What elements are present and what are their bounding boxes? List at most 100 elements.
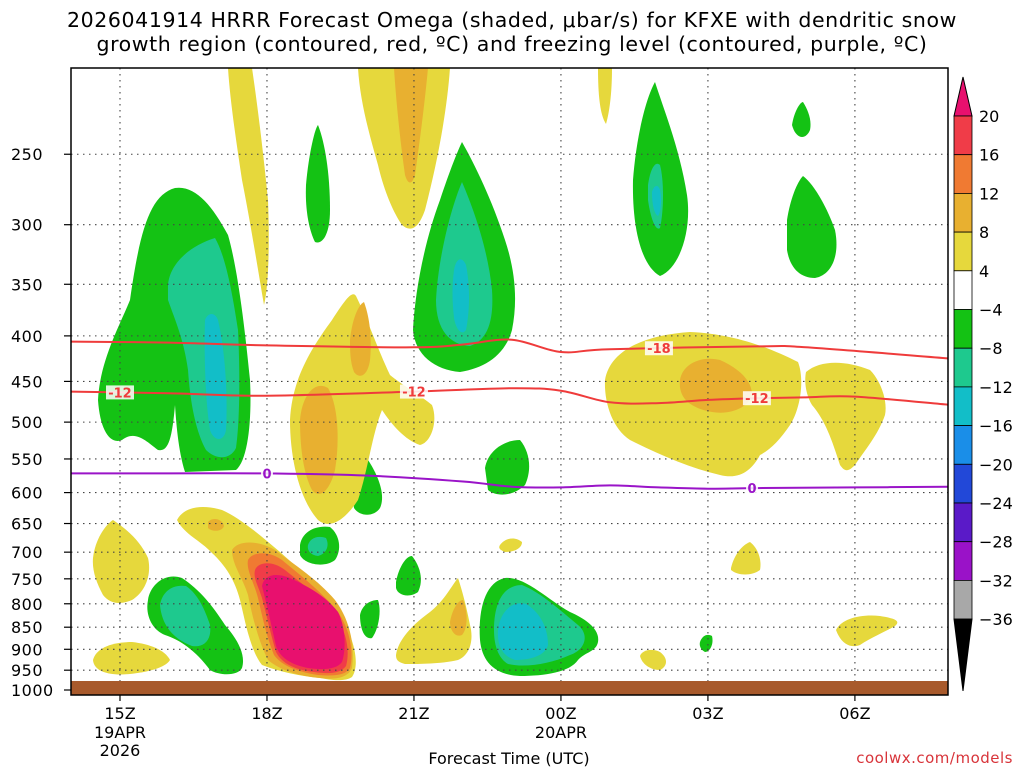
y-tick-label-450: 450 xyxy=(11,372,43,391)
omega-region-yellow-top-right xyxy=(598,68,612,124)
x-tick-sublabel-20APR: 20APR xyxy=(535,723,587,742)
grid-lines xyxy=(71,68,948,695)
omega-region-yellow-760mb xyxy=(731,542,761,575)
colorbar-segment-12 xyxy=(953,580,973,620)
y-axis: 250 300 350 400 450 500 550 600 650 700 750 800 850 9… xyxy=(11,145,71,700)
contour-label-bg-5 xyxy=(746,481,759,496)
colorbar-label-8: −16 xyxy=(979,417,1013,436)
y-tick-label-1000: 1000 xyxy=(11,681,54,700)
colorbar-label-12: −32 xyxy=(979,571,1013,590)
x-tick-sublabel-19APR: 19APR xyxy=(94,723,146,742)
contour-label-freezing-level-5: 0 xyxy=(747,482,756,497)
omega-region-yellow-low-center xyxy=(396,578,472,664)
contour-label-bg-3 xyxy=(644,341,673,356)
colorbar-segment-3 xyxy=(953,231,973,272)
colorbar-label-2: 12 xyxy=(979,184,999,203)
contour-label-freezing-level-4: 0 xyxy=(262,467,271,482)
omega-region-orange-710mb xyxy=(208,518,224,531)
omega-region-magenta-low xyxy=(262,574,345,670)
y-tick-label-750: 750 xyxy=(11,570,43,589)
omega-region-yellow-940mb xyxy=(640,649,666,670)
omega-region-cyan-left xyxy=(204,314,227,439)
colorbar-label-5: −4 xyxy=(979,301,1003,320)
colorbar-segment-2 xyxy=(953,192,973,233)
colorbar-label-4: 4 xyxy=(979,262,989,281)
colorbar-label-7: −12 xyxy=(979,378,1013,397)
x-tick-label-18Z: 18Z xyxy=(251,704,282,723)
colorbar-label-11: −28 xyxy=(979,533,1013,552)
colorbar-label-10: −24 xyxy=(979,494,1013,513)
colorbar-label-1: 16 xyxy=(979,146,999,165)
omega-region-teal-720mb xyxy=(307,536,328,556)
omega-region-green-790mb xyxy=(396,556,421,596)
y-tick-label-850: 850 xyxy=(11,618,43,637)
omega-region-orange-430mb xyxy=(350,302,371,376)
colorbar-segment-4 xyxy=(953,270,973,310)
x-tick-label-15Z: 15Z xyxy=(104,704,135,723)
y-tick-label-550: 550 xyxy=(11,450,43,469)
y-tick-label-500: 500 xyxy=(11,413,43,432)
contour-label-dgz-minus12-2: -12 xyxy=(745,392,769,407)
contour-labels: -12 -12 -12 -18 0 0 xyxy=(105,341,771,497)
contour-dgz-minus18 xyxy=(71,338,948,360)
colorbar-segment-10 xyxy=(953,502,973,543)
colorbar-segment-7 xyxy=(953,386,973,426)
colorbar-segment-6 xyxy=(953,347,973,388)
y-tick-label-400: 400 xyxy=(11,327,43,346)
x-tick-label-00Z: 00Z xyxy=(545,704,576,723)
omega-region-green-600mb xyxy=(485,440,530,495)
contour-label-dgz-minus12-0: -12 xyxy=(108,386,132,401)
omega-region-yellow-top-left xyxy=(228,68,269,305)
x-axis-label: Forecast Time (UTC) xyxy=(428,749,589,768)
ground-bar xyxy=(71,681,948,695)
colorbar-segment-8 xyxy=(953,425,973,465)
omega-region-yellow-0600 xyxy=(805,362,886,471)
x-tick-label-21Z: 21Z xyxy=(398,704,429,723)
y-tick-label-250: 250 xyxy=(11,145,43,164)
colorbar-segment-9 xyxy=(953,463,973,504)
chart-title-line-2: growth region (contoured, red, ºC) and f… xyxy=(96,32,928,56)
colorbar-label-0: 20 xyxy=(979,107,999,126)
omega-region-cyan-center xyxy=(452,259,469,333)
omega-region-green-920mb xyxy=(699,634,713,652)
omega-region-orange-mid xyxy=(300,385,338,494)
colorbar-top-arrow xyxy=(953,76,973,117)
x-tick-sublabel-2026: 2026 xyxy=(100,741,141,760)
omega-shading xyxy=(92,68,898,681)
omega-region-green-870mb xyxy=(360,600,380,639)
y-tick-label-700: 700 xyxy=(11,543,43,562)
omega-region-green-0500 xyxy=(787,176,837,278)
omega-region-yellow-900mb-right xyxy=(836,615,898,647)
omega-region-yellow-950mb-left xyxy=(93,642,170,675)
contour-dgz-minus12 xyxy=(71,387,948,406)
omega-region-green-0500-top xyxy=(792,102,811,137)
colorbar-label-13: −36 xyxy=(979,610,1013,629)
contour-freezing-level xyxy=(71,472,948,490)
site-credit: coolwx.com/models xyxy=(856,749,1013,767)
contour-label-dgz-minus12-1: -12 xyxy=(402,386,426,401)
contour-label-dgz-minus18-3: -18 xyxy=(647,342,671,357)
contour-label-bg-0 xyxy=(105,385,134,400)
colorbar-segment-5 xyxy=(953,309,973,349)
omega-region-cyan-low xyxy=(497,603,548,660)
omega-region-yellow-low-left xyxy=(92,520,150,603)
contour-label-bg-2 xyxy=(742,391,771,406)
colorbar-segment-1 xyxy=(953,154,973,194)
colorbar-label-6: −8 xyxy=(979,339,1003,358)
contour-label-bg-1 xyxy=(399,384,428,399)
chart-title: 2026041914 HRRR Forecast Omega (shaded, … xyxy=(0,8,1024,56)
y-tick-label-300: 300 xyxy=(11,216,43,235)
colorbar-segment-11 xyxy=(953,541,973,581)
omega-region-cyan-0300 xyxy=(652,186,662,216)
colorbar-bottom-arrow xyxy=(953,618,973,692)
chart-title-line-1: 2026041914 HRRR Forecast Omega (shaded, … xyxy=(66,8,958,32)
y-tick-label-650: 650 xyxy=(11,515,43,534)
contour-lines xyxy=(71,338,948,490)
colorbar: 20 16 12 8 4 −4 −8 −12 −16 −20 −24 −28 −32 −36 xyxy=(953,76,1013,692)
x-tick-label-06Z: 06Z xyxy=(839,704,870,723)
contour-label-bg-4 xyxy=(260,466,273,481)
y-tick-label-600: 600 xyxy=(11,484,43,503)
y-tick-label-350: 350 xyxy=(11,275,43,294)
